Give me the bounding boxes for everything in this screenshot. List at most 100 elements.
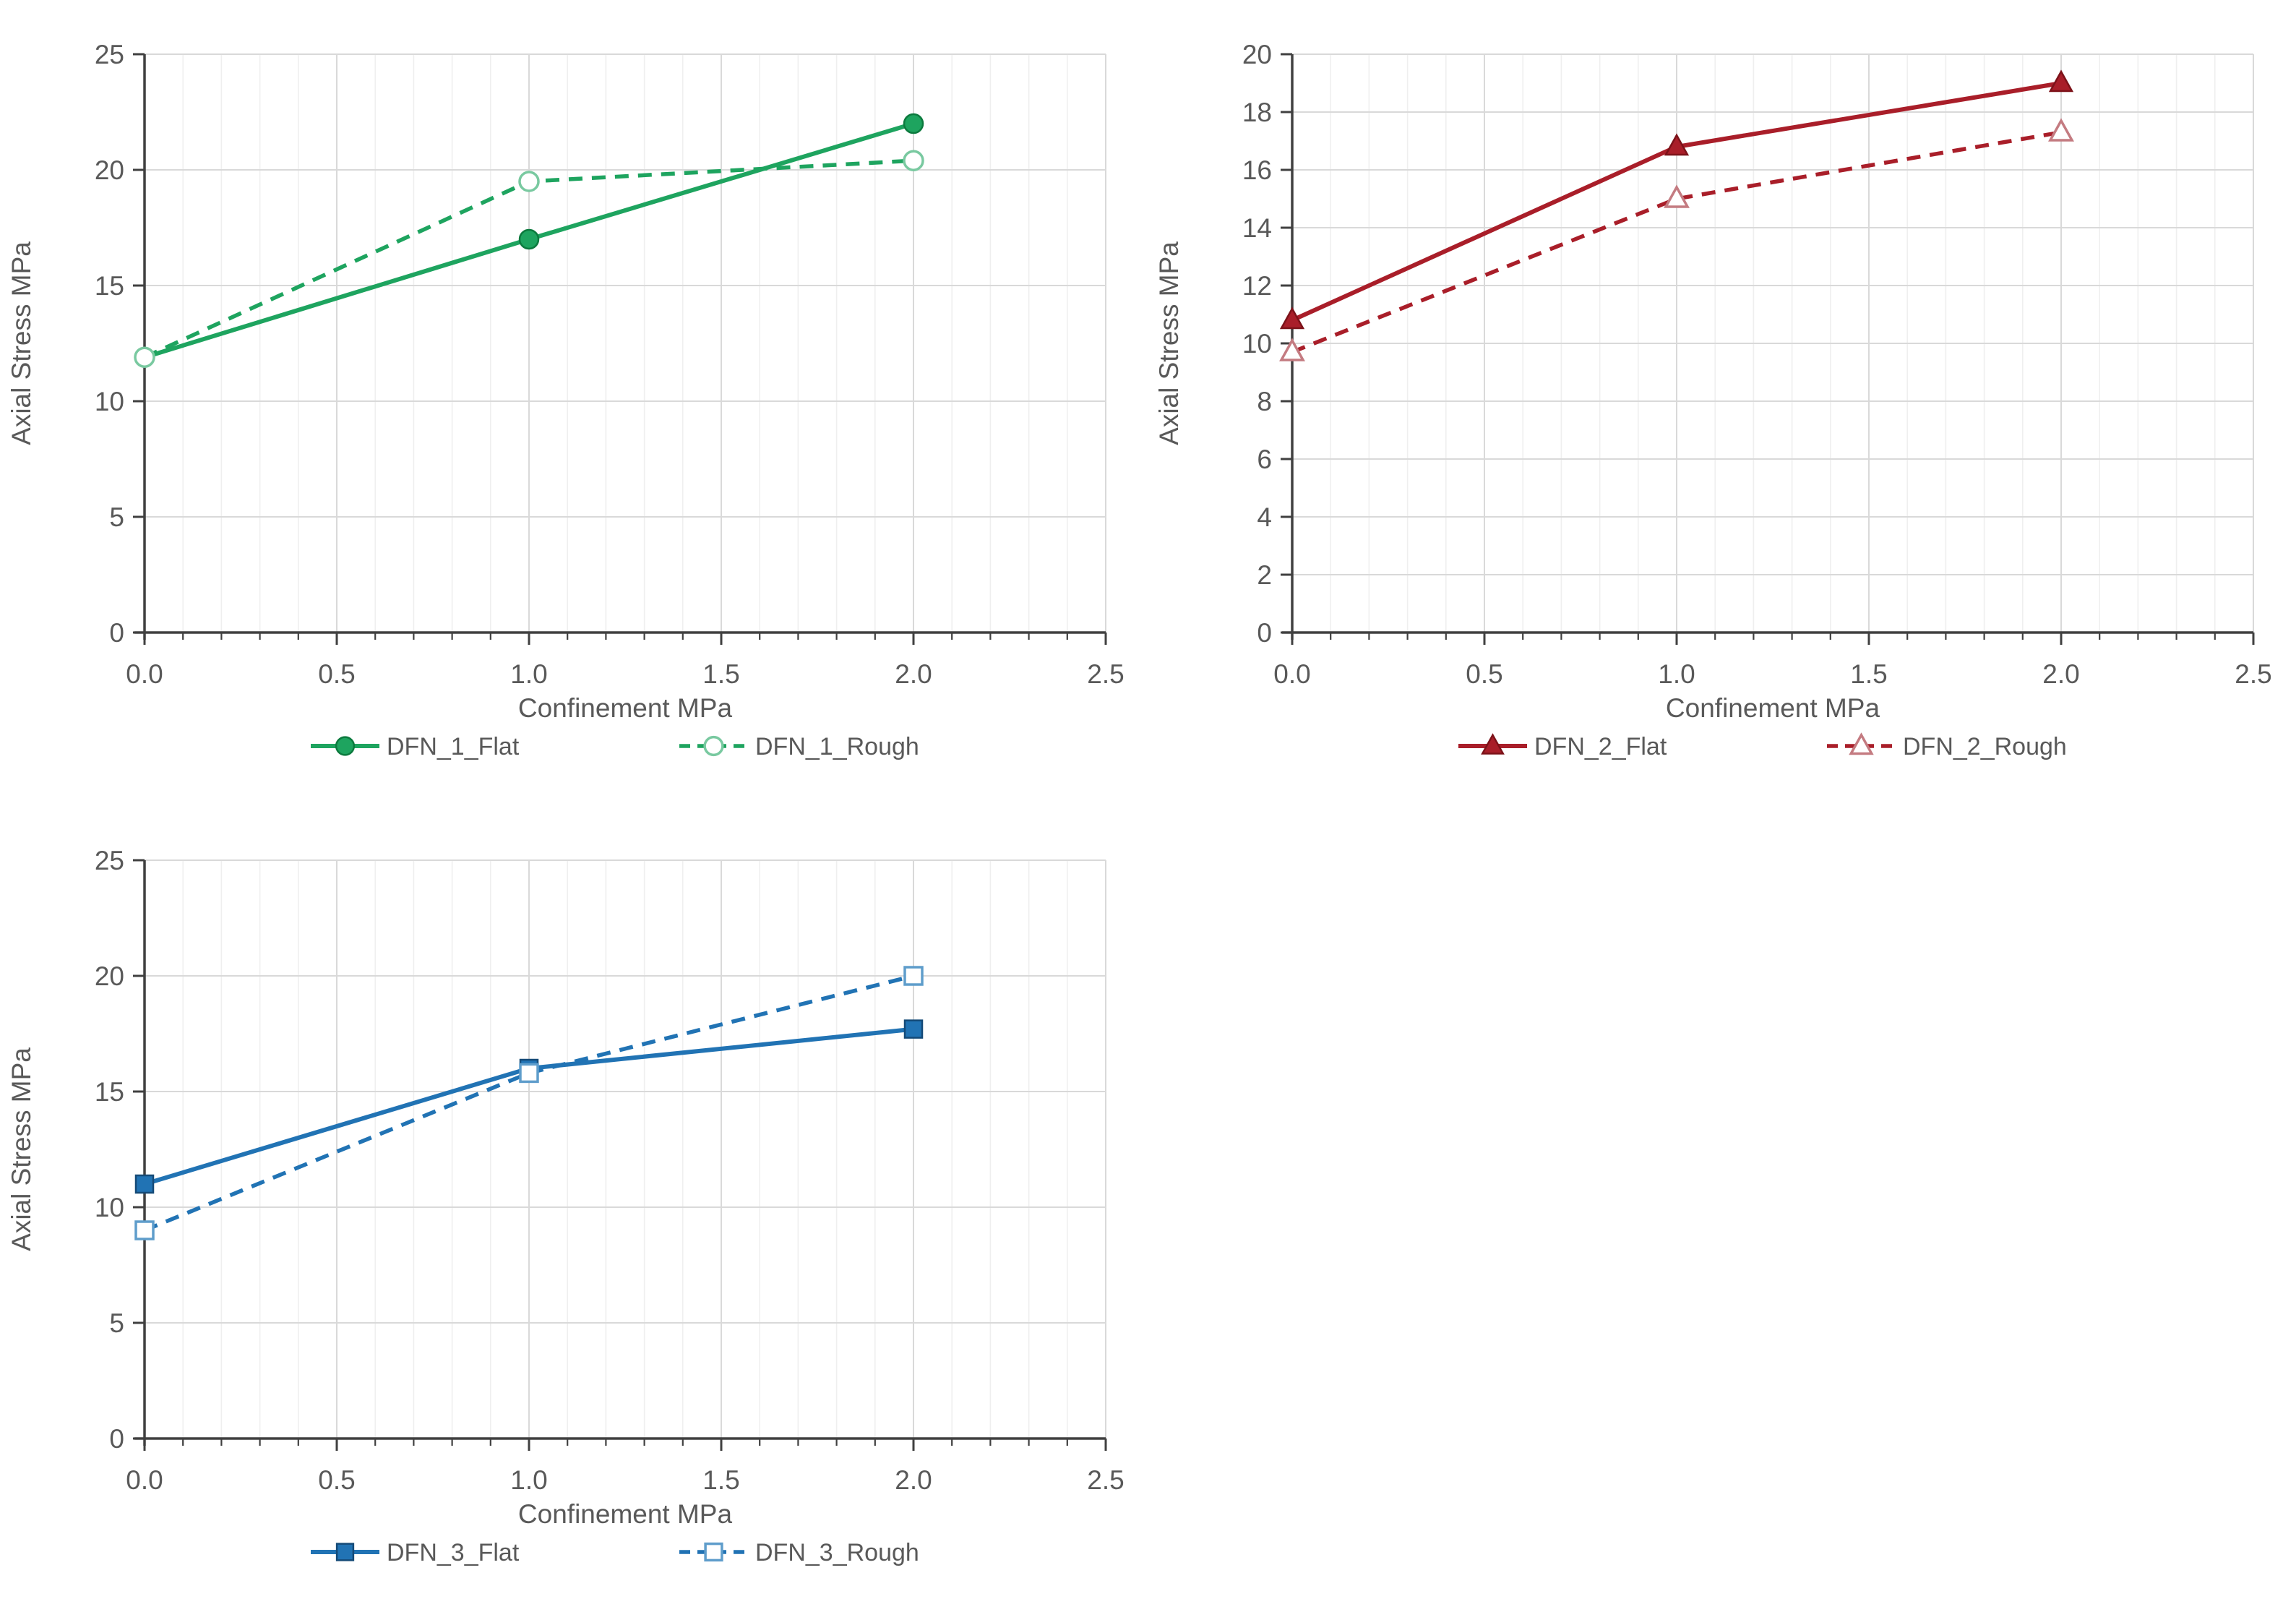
y-tick-label: 5: [109, 502, 124, 532]
y-tick-label: 10: [1242, 329, 1272, 359]
y-tick-label: 16: [1242, 155, 1272, 185]
y-tick-label: 6: [1257, 445, 1272, 474]
y-axis-title: Axial Stress MPa: [7, 241, 36, 445]
y-tick-label: 18: [1242, 98, 1272, 127]
y-tick-label: 5: [109, 1308, 124, 1338]
y-axis-title: Axial Stress MPa: [1154, 241, 1184, 445]
y-tick-label: 10: [95, 1193, 124, 1222]
open-triangle-marker: [1664, 184, 1690, 208]
y-axis-title: Axial Stress MPa: [7, 1047, 36, 1251]
series-DFN_1_Rough: [134, 150, 924, 368]
y-tick-label: 4: [1257, 502, 1272, 532]
x-tick-label: 1.0: [1658, 659, 1695, 689]
series-line: [1291, 130, 2062, 354]
y-tick-label: 14: [1242, 213, 1272, 243]
x-tick-label: 0.5: [1466, 659, 1502, 689]
open-triangle-marker: [2048, 118, 2074, 142]
legend-item-DFN_2_Rough: DFN_2_Rough: [1827, 732, 2067, 760]
y-tick-label: 10: [95, 387, 124, 416]
y-tick-label: 2: [1257, 560, 1272, 590]
series-DFN_2_Flat: [1279, 69, 2074, 330]
tick-labels: 0.0 0.5 1.0 1.5 2.0 2.5 0 2 4 6 8 10 12 14 16 18 20: [1242, 40, 2272, 689]
x-axis-title: Confinement MPa: [518, 693, 733, 723]
legend: DFN_1_Flat DFN_1_Rough: [311, 733, 919, 760]
x-tick-label: 2.0: [895, 659, 932, 689]
y-tick-label: 25: [95, 846, 124, 875]
empty-panel: [1148, 806, 2296, 1612]
y-tick-label: 0: [1257, 618, 1272, 648]
dfn-2-line-chart: 0.0 0.5 1.0 1.5 2.0 2.5 0 2 4 6 8 10 12 14 16 18 20 Confi…: [1154, 40, 2272, 760]
axes: [1281, 53, 2255, 645]
legend: DFN_2_Flat DFN_2_Rough: [1458, 732, 2067, 760]
x-tick-label: 1.5: [1850, 659, 1887, 689]
legend-item-DFN_3_Rough: DFN_3_Rough: [679, 1539, 919, 1566]
open-circle-marker: [703, 735, 724, 757]
y-tick-label: 8: [1257, 387, 1272, 416]
legend-label: DFN_1_Flat: [387, 733, 520, 760]
series-line: [143, 974, 914, 1232]
y-tick-label: 15: [95, 1077, 124, 1107]
legend-item-DFN_1_Rough: DFN_1_Rough: [679, 733, 919, 760]
y-tick-label: 20: [95, 961, 124, 991]
x-axis-title: Confinement MPa: [518, 1499, 733, 1529]
filled-triangle-marker: [1279, 306, 1305, 330]
open-circle-marker: [518, 171, 540, 192]
filled-circle-marker: [518, 228, 540, 250]
open-triangle-marker: [1849, 732, 1874, 755]
x-tick-label: 0.5: [318, 659, 355, 689]
x-tick-label: 0.5: [318, 1465, 355, 1495]
gridlines: [145, 859, 1106, 1439]
x-tick-label: 1.0: [510, 659, 547, 689]
legend: DFN_3_Flat DFN_3_Rough: [311, 1539, 919, 1566]
axes: [133, 859, 1107, 1451]
filled-circle-marker: [335, 736, 356, 756]
y-tick-label: 0: [109, 618, 124, 648]
filled-triangle-marker: [1664, 133, 1690, 156]
x-tick-label: 0.0: [126, 1465, 163, 1495]
open-square-marker: [704, 1542, 723, 1562]
open-square-marker: [519, 1063, 539, 1084]
gridlines: [1292, 53, 2254, 633]
filled-triangle-marker: [1481, 733, 1505, 755]
x-axis-title: Confinement MPa: [1666, 693, 1880, 723]
open-triangle-marker: [1279, 338, 1305, 361]
legend-label: DFN_2_Flat: [1534, 733, 1667, 760]
filled-square-marker: [903, 1019, 924, 1039]
chart-panel-dfn-1: 0.0 0.5 1.0 1.5 2.0 2.5 0 5 10 15 20 25 Confinement …: [0, 0, 1148, 806]
x-tick-label: 2.5: [2235, 659, 2271, 689]
x-tick-label: 1.0: [510, 1465, 547, 1495]
dfn-3-line-chart: 0.0 0.5 1.0 1.5 2.0 2.5 0 5 10 15 20 25 Confinement …: [7, 846, 1125, 1566]
open-square-marker: [134, 1220, 155, 1240]
x-tick-label: 2.5: [1087, 659, 1124, 689]
legend-label: DFN_1_Rough: [755, 733, 919, 760]
tick-labels: 0.0 0.5 1.0 1.5 2.0 2.5 0 5 10 15 20 25: [95, 40, 1125, 689]
filled-circle-marker: [903, 113, 924, 134]
chart-panel-dfn-3: 0.0 0.5 1.0 1.5 2.0 2.5 0 5 10 15 20 25 Confinement …: [0, 806, 1148, 1612]
legend-item-DFN_3_Flat: DFN_3_Flat: [311, 1539, 520, 1566]
legend-label: DFN_3_Flat: [387, 1539, 520, 1566]
y-tick-label: 20: [95, 155, 124, 185]
open-circle-marker: [134, 346, 155, 368]
y-tick-label: 0: [109, 1424, 124, 1454]
x-tick-label: 1.5: [702, 1465, 739, 1495]
x-tick-label: 0.0: [1273, 659, 1310, 689]
filled-square-marker: [134, 1174, 155, 1194]
x-tick-label: 1.5: [702, 659, 739, 689]
series-DFN_3_Rough: [134, 966, 924, 1240]
x-tick-label: 2.0: [895, 1465, 932, 1495]
x-tick-label: 2.5: [1087, 1465, 1124, 1495]
open-square-marker: [903, 966, 924, 986]
x-tick-label: 2.0: [2042, 659, 2079, 689]
y-tick-label: 25: [95, 40, 124, 69]
filled-triangle-marker: [2048, 69, 2074, 93]
tick-labels: 0.0 0.5 1.0 1.5 2.0 2.5 0 5 10 15 20 25: [95, 846, 1125, 1495]
legend-label: DFN_2_Rough: [1903, 733, 2067, 760]
series-DFN_2_Rough: [1279, 118, 2074, 361]
open-circle-marker: [903, 150, 924, 171]
filled-square-marker: [335, 1543, 355, 1561]
legend-item-DFN_1_Flat: DFN_1_Flat: [311, 733, 520, 760]
dfn-1-line-chart: 0.0 0.5 1.0 1.5 2.0 2.5 0 5 10 15 20 25 Confinement …: [7, 40, 1125, 760]
legend-label: DFN_3_Rough: [755, 1539, 919, 1566]
y-tick-label: 15: [95, 271, 124, 301]
